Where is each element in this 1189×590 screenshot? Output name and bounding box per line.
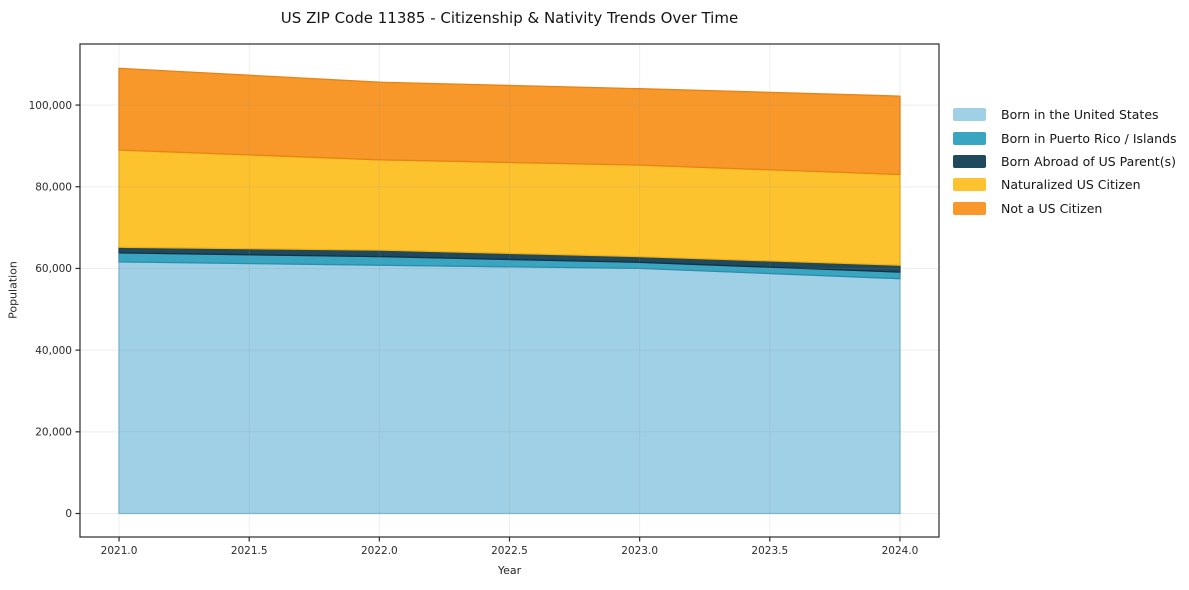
legend-swatch-icon [953,131,986,145]
x-tick-label: 2022.0 [361,545,398,557]
x-tick-label: 2022.5 [491,545,528,557]
legend-swatch-icon [953,154,986,168]
legend-swatch-icon [953,178,986,192]
legend-label: Born in the United States [1001,107,1159,123]
legend-item-0: Born in the United States [953,103,1177,126]
x-tick-label: 2021.0 [101,545,138,557]
legend-swatch-icon [953,108,986,122]
legend-item-1: Born in Puerto Rico / Islands [953,126,1177,149]
legend-label: Naturalized US Citizen [1001,177,1141,193]
legend-label: Born Abroad of US Parent(s) [1001,153,1176,169]
y-tick-label: 0 [65,508,72,520]
legend-swatch-icon [953,201,986,215]
x-axis-label: Year [497,564,522,577]
y-tick-label: 20,000 [35,427,72,439]
x-tick-label: 2021.5 [231,545,268,557]
y-tick-label: 40,000 [35,345,72,357]
y-tick-label: 60,000 [35,263,72,275]
y-tick-label: 80,000 [35,181,72,193]
legend-item-2: Born Abroad of US Parent(s) [953,150,1177,173]
y-tick-label: 100,000 [29,100,72,112]
legend-label: Born in Puerto Rico / Islands [1001,130,1177,146]
chart-title: US ZIP Code 11385 - Citizenship & Nativi… [280,9,739,27]
area-band-4 [118,67,901,176]
legend-item-3: Naturalized US Citizen [953,173,1177,196]
legend-item-4: Not a US Citizen [953,197,1177,220]
legend-label: Not a US Citizen [1001,200,1103,216]
legend: Born in the United States Born in Puerto … [953,103,1177,220]
x-tick-label: 2024.0 [882,545,919,557]
x-tick-label: 2023.0 [621,545,658,557]
x-tick-label: 2023.5 [751,545,788,557]
